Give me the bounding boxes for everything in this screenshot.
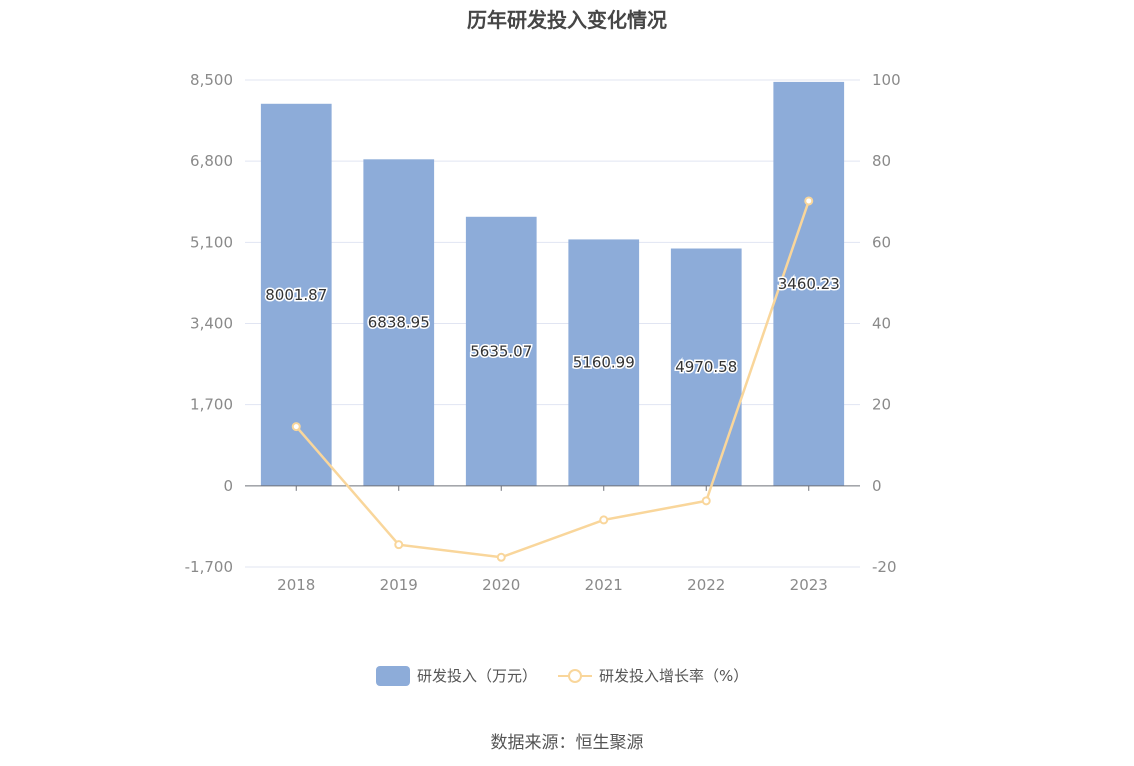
growth-rate-point <box>496 552 506 562</box>
bar-value-label: 4970.58 <box>675 358 737 376</box>
growth-rate-line <box>295 200 810 559</box>
y-right-tick-label: 40 <box>872 315 891 333</box>
y-right-tick-label: 20 <box>872 396 891 414</box>
legend-label-bar: 研发投入（万元） <box>417 667 537 685</box>
growth-rate-point <box>291 422 301 432</box>
bar-value-label: 6838.95 <box>368 314 430 332</box>
bar-series <box>260 81 845 486</box>
bar-labels: 8001.87 6838.95 5635.07 5160.99 4970.58 3460.… <box>264 273 842 377</box>
legend-swatch-bar <box>376 666 410 686</box>
x-tick-label: 2020 <box>482 576 520 594</box>
grid-lines <box>245 79 860 568</box>
bar-value-label: 5635.07 <box>470 342 532 360</box>
bar-value-label: 5160.99 <box>573 354 635 372</box>
bar <box>363 159 435 486</box>
axes: 8,500 6,800 5,100 3,400 1,700 0 -1,700 100 80 60 4… <box>185 71 901 594</box>
x-tick-label: 2023 <box>790 576 828 594</box>
bar <box>773 81 845 486</box>
y-right-tick-label: 80 <box>872 152 891 170</box>
growth-rate-point <box>701 496 711 506</box>
bar <box>568 239 640 486</box>
x-tick-label: 2019 <box>380 576 418 594</box>
bar <box>465 216 537 486</box>
bar-value-label: 8001.87 <box>265 286 327 304</box>
line-series <box>291 196 814 562</box>
x-tick-label: 2021 <box>585 576 623 594</box>
y-right-tick-label: -20 <box>872 558 897 576</box>
y-left-tick-label: 6,800 <box>190 152 233 170</box>
bar <box>670 248 742 486</box>
source-note: 数据来源：恒生聚源 <box>490 733 644 753</box>
growth-rate-point <box>394 540 404 550</box>
y-left-tick-label: 1,700 <box>190 396 233 414</box>
y-left-tick-label: 0 <box>223 477 233 495</box>
y-right-tick-label: 0 <box>872 477 882 495</box>
x-tick-label: 2018 <box>277 576 315 594</box>
bar-value-label: 3460.23 <box>778 275 840 293</box>
chart-title: 历年研发投入变化情况 <box>467 8 667 32</box>
y-left-tick-label: 3,400 <box>190 315 233 333</box>
x-tick-label: 2022 <box>687 576 725 594</box>
growth-rate-point <box>804 196 814 206</box>
legend[interactable]: 研发投入（万元） 研发投入增长率（%） <box>376 666 748 686</box>
y-left-tick-label: -1,700 <box>185 558 233 576</box>
y-right-tick-label: 100 <box>872 71 901 89</box>
y-left-tick-label: 8,500 <box>190 71 233 89</box>
y-left-tick-label: 5,100 <box>190 233 233 251</box>
legend-swatch-line-marker <box>568 669 582 683</box>
growth-rate-point <box>599 515 609 525</box>
y-right-tick-label: 60 <box>872 233 891 251</box>
legend-label-line: 研发投入增长率（%） <box>599 667 748 685</box>
